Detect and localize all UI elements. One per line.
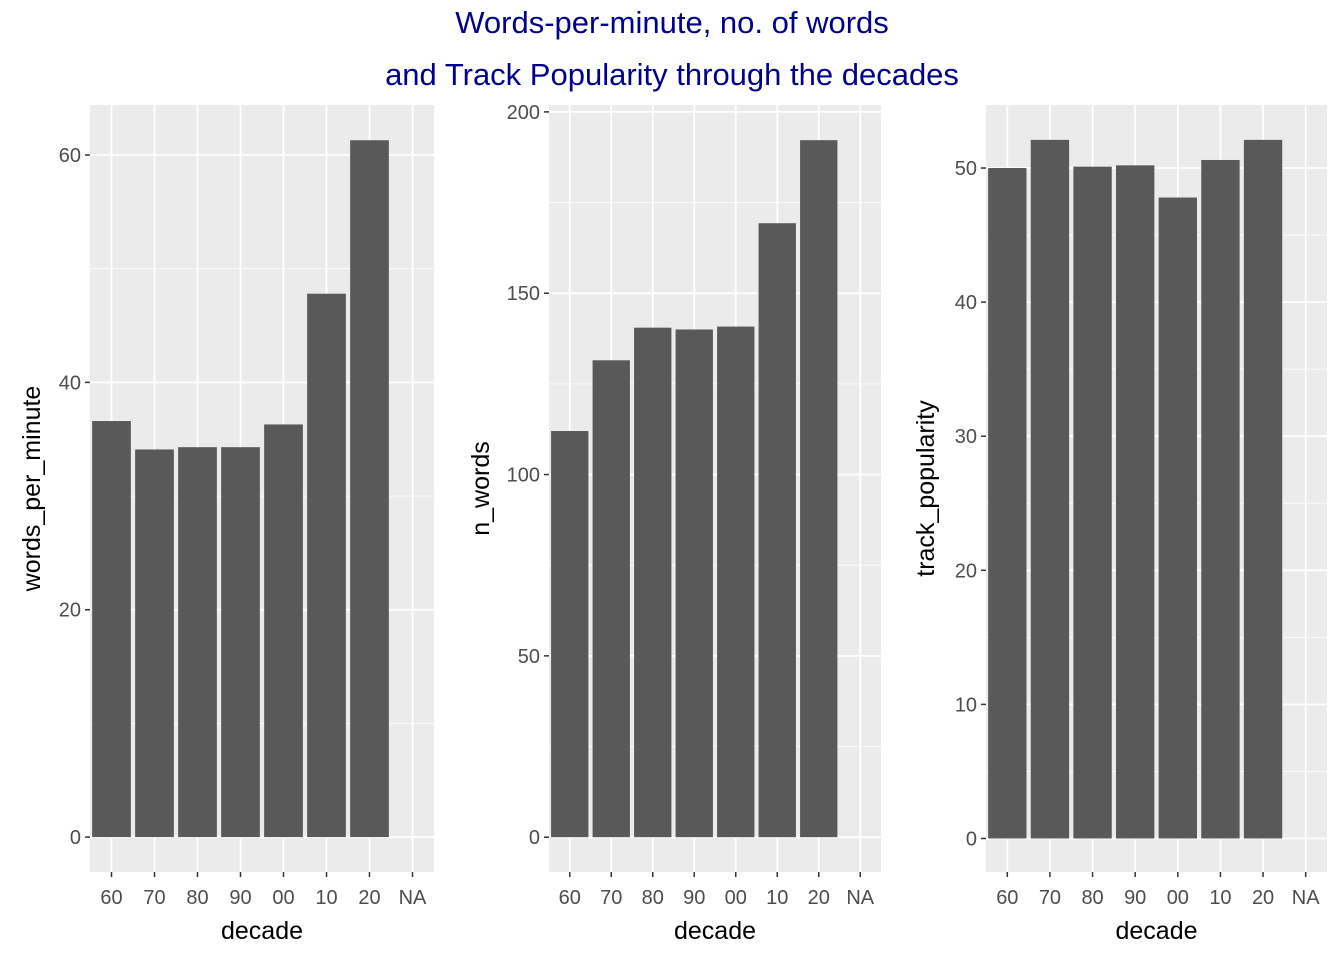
y-tick-label: 40: [59, 372, 81, 394]
x-tick-label: 20: [358, 887, 380, 909]
y-tick-label: 50: [955, 158, 977, 180]
bar-90: [221, 447, 260, 838]
x-tick-label: 80: [1081, 887, 1103, 909]
bar-20: [1243, 139, 1283, 839]
y-tick-label: 0: [70, 827, 81, 849]
y-tick-label: 0: [966, 828, 977, 850]
x-axis-title: decade: [221, 917, 303, 945]
x-tick-label: 60: [996, 887, 1018, 909]
bar-20: [800, 140, 838, 838]
bar-00: [264, 424, 303, 838]
x-tick-label: 70: [600, 887, 622, 909]
bar-10: [1201, 159, 1240, 839]
chart-panel-2: 0 50 100 150 200 60 70 80 90 00 10 20 NA decade n_word…: [467, 102, 881, 945]
chart-panel-3: 0 10 20 30 40 50 60 70 80 90 00 10 20 NA decade track_p…: [912, 105, 1327, 945]
y-tick-label: 200: [507, 102, 540, 124]
x-tick-label: 10: [1209, 887, 1231, 909]
x-tick-label: 00: [1167, 887, 1189, 909]
chart-panel-1: 0 20 40 60 60 70 80 90 00 10 20 NA decade words_per_m…: [18, 105, 434, 945]
bar-90: [675, 329, 713, 838]
bar-00: [717, 326, 755, 838]
x-tick-label: 90: [683, 887, 705, 909]
y-tick-label: 100: [507, 465, 540, 487]
x-tick-label: 60: [100, 887, 122, 909]
x-axis-title: decade: [1115, 917, 1197, 945]
bar-20: [350, 140, 389, 838]
y-tick-label: 10: [955, 694, 977, 716]
bar-90: [1116, 165, 1155, 839]
chart-title-line-1: Words-per-minute, no. of words: [455, 5, 889, 40]
y-tick-label: 150: [507, 283, 540, 305]
y-tick-label: 20: [59, 600, 81, 622]
y-axis-title: words_per_minute: [18, 386, 46, 593]
y-tick-label: 0: [529, 827, 540, 849]
bar-10: [758, 223, 796, 838]
x-tick-label: 00: [272, 887, 294, 909]
x-tick-label: 70: [143, 887, 165, 909]
bar-60: [551, 431, 589, 838]
x-tick-label: 00: [725, 887, 747, 909]
x-tick-label: NA: [399, 887, 427, 909]
bar-70: [592, 360, 630, 838]
y-tick-label: 40: [955, 292, 977, 314]
x-tick-label: 20: [1252, 887, 1274, 909]
x-axis-title: decade: [674, 917, 756, 945]
x-tick-label: 60: [559, 887, 581, 909]
bar-60: [988, 168, 1027, 839]
x-tick-label: NA: [1292, 887, 1320, 909]
x-tick-label: 90: [1124, 887, 1146, 909]
y-tick-label: 50: [518, 646, 540, 668]
x-tick-label: 10: [315, 887, 337, 909]
x-tick-label: 80: [186, 887, 208, 909]
y-tick-label: 30: [955, 426, 977, 448]
bar-70: [1030, 139, 1070, 839]
bar-80: [178, 447, 217, 838]
chart-title-line-2: and Track Popularity through the decades: [385, 57, 959, 92]
y-tick-label: 60: [59, 145, 81, 167]
bar-60: [92, 421, 131, 838]
bar-10: [307, 293, 346, 838]
x-tick-label: 70: [1039, 887, 1061, 909]
x-tick-label: 90: [229, 887, 251, 909]
bar-00: [1158, 197, 1197, 839]
y-axis-title: n_words: [467, 441, 495, 536]
x-tick-label: 10: [766, 887, 788, 909]
bar-80: [634, 327, 672, 838]
x-tick-label: 80: [642, 887, 664, 909]
bar-70: [135, 449, 174, 838]
bar-80: [1073, 166, 1112, 839]
y-axis-title: track_popularity: [912, 400, 940, 577]
y-tick-label: 20: [955, 560, 977, 582]
x-tick-label: 20: [808, 887, 830, 909]
x-tick-label: NA: [846, 887, 874, 909]
